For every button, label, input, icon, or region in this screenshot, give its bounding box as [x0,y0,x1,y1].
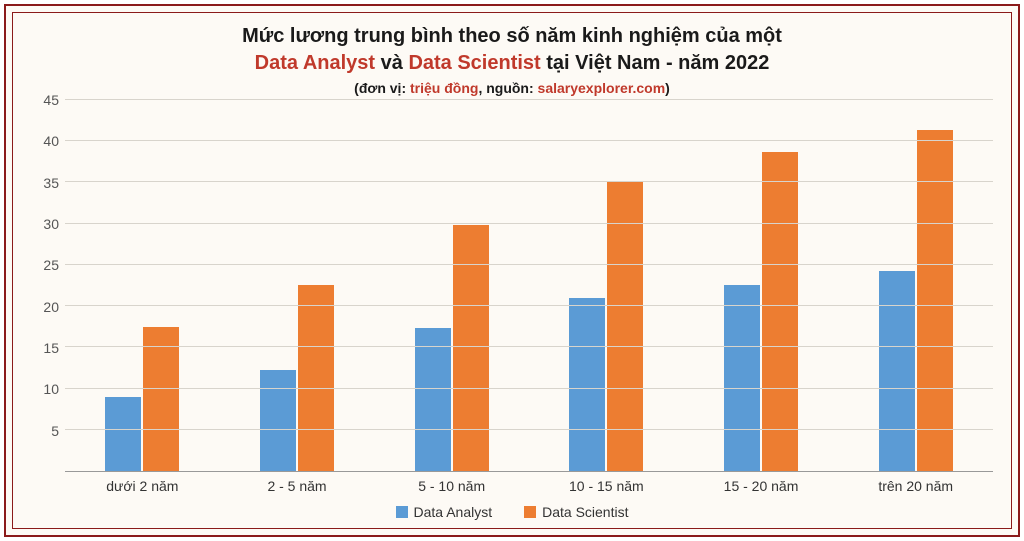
gridline [65,305,993,306]
bar-group [220,100,375,471]
subtitle-post: ) [665,80,670,96]
y-tick-label: 15 [43,340,59,356]
x-label: 5 - 10 năm [374,478,529,494]
plot-area [65,100,993,472]
x-label: 2 - 5 năm [220,478,375,494]
bar [724,285,760,471]
bar-group [529,100,684,471]
bar [298,285,334,471]
bar-group [838,100,993,471]
title-post: tại Việt Nam - năm 2022 [541,52,770,74]
legend: Data Analyst Data Scientist [31,504,993,520]
bar [762,152,798,471]
gridline [65,388,993,389]
y-tick-label: 40 [43,133,59,149]
y-tick-label: 45 [43,92,59,108]
bar [260,370,296,471]
y-tick-label: 35 [43,175,59,191]
bar [607,182,643,471]
legend-swatch [396,506,408,518]
gridline [65,346,993,347]
subtitle-hl-2: salaryexplorer.com [538,80,666,96]
y-tick-label: 20 [43,299,59,315]
bar [453,225,489,471]
legend-label: Data Analyst [414,504,493,520]
subtitle: (đơn vị: triệu đồng, nguồn: salaryexplor… [31,79,993,98]
y-tick-label: 5 [51,423,59,439]
bar-group [684,100,839,471]
gridline [65,429,993,430]
bar [569,298,605,471]
chart: 51015202530354045 dưới 2 năm2 - 5 năm5 -… [31,100,993,520]
bar [415,328,451,471]
title-line-1: Mức lương trung bình theo số năm kinh ng… [31,23,993,50]
title-mid: và [375,52,408,74]
title-line-2: Data Analyst và Data Scientist tại Việt … [31,50,993,77]
y-axis: 51015202530354045 [31,100,65,472]
gridline [65,264,993,265]
subtitle-mid: , nguồn: [478,80,537,96]
bar [105,397,141,471]
gridline [65,99,993,100]
bar [879,271,915,471]
title-highlight-2: Data Scientist [408,52,540,74]
x-label: trên 20 năm [838,478,993,494]
bar-group [65,100,220,471]
x-label: dưới 2 năm [65,478,220,494]
y-tick-label: 10 [43,381,59,397]
gridline [65,223,993,224]
gridline [65,140,993,141]
title-highlight-1: Data Analyst [255,52,375,74]
outer-frame: Mức lương trung bình theo số năm kinh ng… [4,4,1020,537]
bar-groups [65,100,993,471]
x-axis: dưới 2 năm2 - 5 năm5 - 10 năm10 - 15 năm… [65,478,993,494]
y-tick-label: 30 [43,216,59,232]
legend-swatch [524,506,536,518]
inner-frame: Mức lương trung bình theo số năm kinh ng… [12,12,1012,529]
legend-item: Data Analyst [396,504,493,520]
bar [143,327,179,471]
gridline [65,181,993,182]
legend-item: Data Scientist [524,504,628,520]
subtitle-hl-1: triệu đồng [410,80,478,96]
legend-label: Data Scientist [542,504,628,520]
x-label: 10 - 15 năm [529,478,684,494]
x-label: 15 - 20 năm [684,478,839,494]
title-block: Mức lương trung bình theo số năm kinh ng… [31,23,993,98]
y-tick-label: 25 [43,257,59,273]
chart-area: 51015202530354045 [31,100,993,472]
bar-group [374,100,529,471]
subtitle-pre: (đơn vị: [354,80,410,96]
